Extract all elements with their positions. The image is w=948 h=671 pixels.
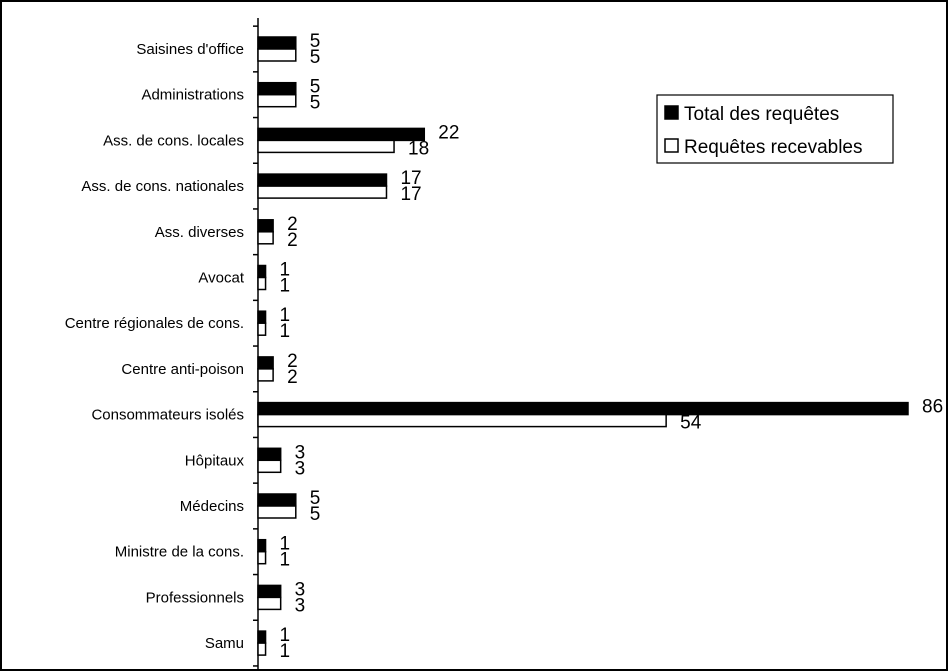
data-label-recevables: 3	[295, 458, 306, 479]
category-label: Médecins	[180, 498, 244, 515]
bar-total-requetes	[257, 310, 267, 324]
category-label: Centre régionales de cons.	[65, 315, 244, 332]
bar-requetes-recevables	[257, 185, 388, 199]
category-label: Ass. diverses	[155, 224, 244, 241]
legend: Total des requêtes Requêtes recevables	[656, 94, 894, 164]
bar-requetes-recevables	[257, 368, 274, 382]
bar-requetes-recevables	[257, 505, 297, 519]
category-label: Administrations	[141, 87, 244, 104]
data-label-recevables: 1	[280, 276, 291, 297]
data-label-total: 5	[310, 488, 321, 509]
data-label-recevables: 5	[310, 504, 321, 525]
category-label: Hôpitaux	[185, 452, 245, 469]
data-label-total: 1	[280, 305, 291, 326]
data-label-recevables: 1	[280, 641, 291, 662]
category-label: Consommateurs isolés	[91, 407, 244, 424]
legend-swatch-total	[664, 105, 679, 120]
data-label-total: 1	[280, 260, 291, 281]
category-label: Avocat	[198, 270, 244, 287]
data-label-total: 3	[295, 442, 306, 463]
data-label-total: 17	[400, 168, 421, 189]
data-label-recevables: 1	[280, 321, 291, 342]
bar-total-requetes	[257, 36, 297, 50]
bar-requetes-recevables	[257, 48, 297, 62]
bar-total-requetes	[257, 401, 909, 416]
data-label-total: 1	[280, 534, 291, 555]
category-label: Ass. de cons. nationales	[81, 178, 244, 195]
legend-label-total: Total des requêtes	[684, 104, 839, 125]
data-label-recevables: 2	[287, 367, 298, 388]
category-label: Samu	[205, 635, 244, 652]
category-label: Ass. de cons. locales	[103, 132, 244, 149]
bar-total-requetes	[257, 630, 267, 644]
bar-requetes-recevables	[257, 322, 267, 336]
bar-requetes-recevables	[257, 413, 667, 428]
category-label: Centre anti-poison	[121, 361, 244, 378]
data-label-total: 86	[922, 397, 943, 418]
data-label-total: 3	[295, 579, 306, 600]
bar-total-requetes	[257, 538, 267, 553]
data-label-recevables: 1	[280, 550, 291, 571]
bar-requetes-recevables	[257, 550, 267, 565]
bar-total-requetes	[257, 219, 274, 233]
data-label-total: 5	[310, 77, 321, 98]
data-label-recevables: 2	[287, 230, 298, 251]
bar-total-requetes	[257, 447, 282, 462]
bar-requetes-recevables	[257, 231, 274, 245]
legend-swatch-recevables	[664, 138, 679, 153]
data-label-total: 22	[438, 122, 459, 143]
category-label: Saisines d'office	[136, 41, 244, 58]
data-label-total: 5	[310, 31, 321, 52]
legend-box	[656, 94, 894, 164]
bar-requetes-recevables	[257, 642, 267, 656]
bar-total-requetes	[257, 127, 426, 142]
bar-requetes-recevables	[257, 596, 282, 611]
bar-total-requetes	[257, 493, 297, 507]
axis-layer	[253, 18, 259, 671]
data-label-recevables: 5	[310, 93, 321, 114]
category-label: Professionnels	[146, 589, 244, 606]
bar-requetes-recevables	[257, 93, 297, 108]
data-label-recevables: 17	[400, 184, 421, 205]
bar-total-requetes	[257, 584, 282, 599]
data-label-total: 1	[280, 625, 291, 646]
data-label-recevables: 54	[680, 413, 702, 434]
bar-total-requetes	[257, 81, 297, 96]
data-label-recevables: 18	[408, 138, 429, 159]
data-label-recevables: 5	[310, 47, 321, 68]
bar-requetes-recevables	[257, 139, 395, 154]
legend-label-recevables: Requêtes recevables	[684, 137, 863, 158]
bar-total-requetes	[257, 173, 388, 187]
bar-total-requetes	[257, 264, 267, 279]
bar-requetes-recevables	[257, 459, 282, 474]
category-label: Ministre de la cons.	[115, 544, 244, 561]
bar-requetes-recevables	[257, 276, 267, 291]
bar-total-requetes	[257, 356, 274, 370]
data-label-recevables: 3	[295, 595, 306, 616]
data-label-total: 2	[287, 214, 298, 235]
data-label-total: 2	[287, 351, 298, 372]
bars-layer	[257, 36, 909, 656]
